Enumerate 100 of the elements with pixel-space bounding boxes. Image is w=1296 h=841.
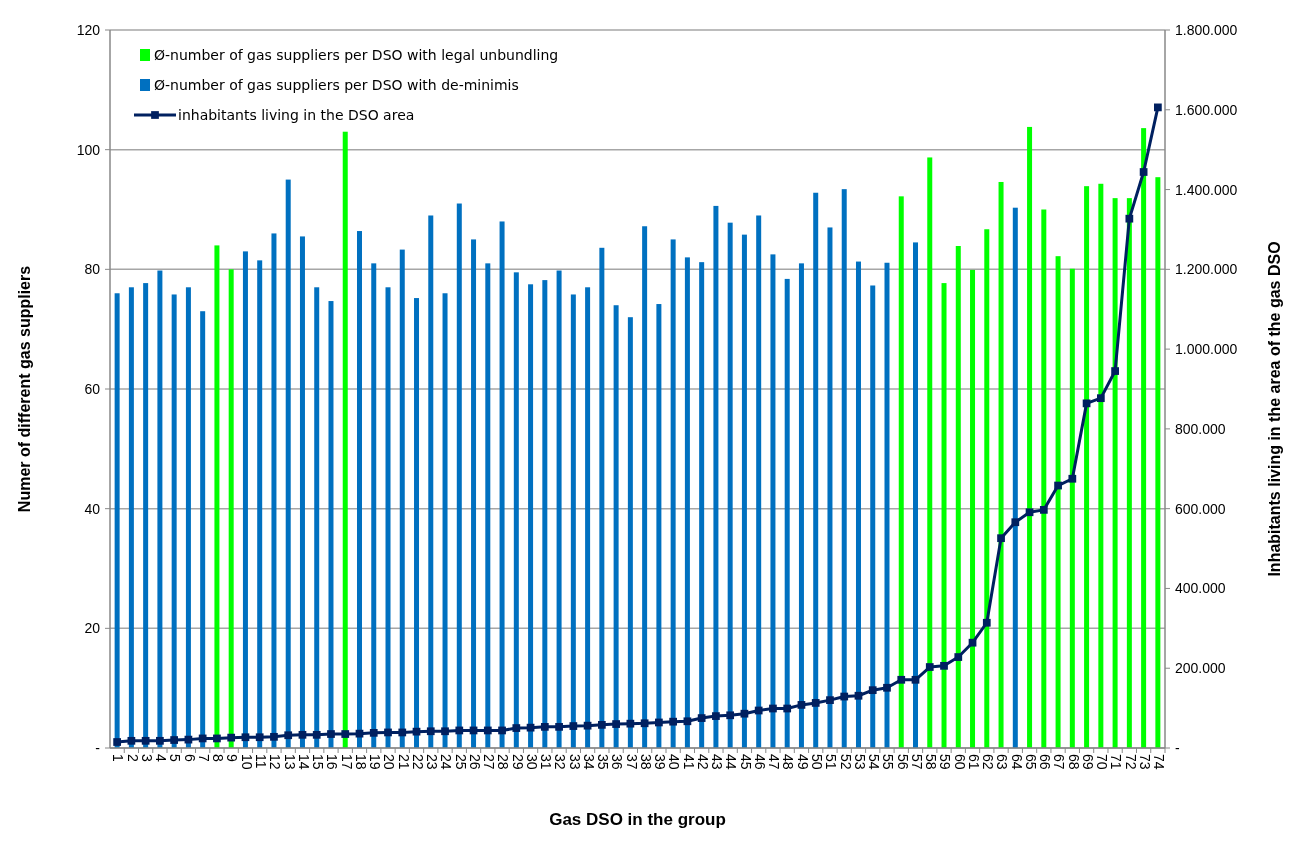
bar [870,285,876,748]
x-tick-label: 28 [495,754,512,770]
x-tick-label: 23 [424,754,441,770]
bar [414,298,420,748]
bar [1112,198,1118,748]
bar [1027,126,1033,748]
bar [642,226,648,748]
x-tick-label: 48 [780,754,797,770]
x-tick-label: 54 [866,754,883,770]
bar [913,242,919,748]
x-tick-label: 46 [751,754,768,770]
bar [941,283,947,748]
x-tick-label: 4 [153,754,170,762]
bar [827,227,833,748]
x-tick-label: 37 [623,754,640,770]
x-tick-label: 33 [566,754,583,770]
y2-tick-label: - [1175,740,1180,756]
bar [699,262,705,748]
x-tick-label: 67 [1051,754,1068,770]
y-tick-label: 80 [84,261,101,278]
x-tick-label: 14 [295,754,312,770]
bar [670,239,676,748]
bar [556,270,562,748]
bar [599,247,605,748]
bar [1155,177,1161,748]
x-tick-label: 57 [908,754,925,770]
y2-tick-label: 400.000 [1175,580,1226,597]
bar [399,249,405,748]
x-tick-label: 29 [509,754,526,770]
y2-tick-label: 1.800.000 [1175,22,1238,38]
y2-tick-label: 1.200.000 [1175,261,1238,278]
bar [1012,207,1018,748]
x-tick-label: 71 [1108,754,1125,770]
bar [984,229,990,748]
x-tick-label: 11 [252,754,269,769]
bar [456,203,462,748]
x-tick-label: 56 [894,754,911,770]
bar [713,205,719,748]
bar [185,287,191,748]
x-tick-label: 69 [1079,754,1096,770]
bar [784,278,790,748]
x-tick-label: 24 [438,754,455,770]
bar [1126,198,1132,748]
y-tick-label: 120 [76,22,101,38]
x-tick-label: 59 [937,754,954,770]
bar [770,254,776,748]
legend-label: inhabitants living in the DSO area [178,107,415,123]
bar [128,287,134,748]
x-tick-label: 36 [609,754,626,770]
bar [1041,209,1047,748]
x-tick-label: 6 [181,754,198,762]
bar [656,304,662,748]
bar [143,283,149,748]
x-tick-label: 44 [723,754,740,770]
bar [200,311,206,748]
x-tick-label: 47 [766,754,783,770]
x-tick-label: 25 [452,754,469,770]
bar [855,261,861,748]
y2-tick-label: 200.000 [1175,660,1226,677]
x-tick-label: 38 [637,754,654,770]
bar [927,157,933,748]
bar [228,269,234,748]
bar [841,189,847,748]
bar [442,293,448,748]
x-tick-label: 3 [138,754,155,762]
x-tick-label: 70 [1094,754,1111,770]
bar [727,222,733,748]
y2-axis-title: Inhabitants living in the area of the gas DSO [1266,241,1283,577]
x-tick-label: 30 [523,754,540,770]
x-tick-label: 5 [167,754,184,762]
x-tick-label: 74 [1151,754,1168,770]
bar [485,263,491,748]
x-tick-label: 8 [210,754,227,762]
x-tick-label: 17 [338,754,355,770]
x-tick-label: 26 [466,754,483,770]
x-tick-label: 7 [195,754,212,762]
bar [756,215,762,748]
bar [214,245,220,748]
bar [371,263,377,748]
y-tick-label: 60 [84,381,101,397]
bar [741,234,747,748]
x-tick-label: 12 [267,754,284,770]
y-axis-title: Numer of different gas suppliers [16,265,33,513]
x-axis-title: Gas DSO in the group [549,810,726,829]
bar [1069,268,1075,748]
bar [528,284,534,748]
bar [1098,183,1104,748]
x-tick-label: 21 [395,754,412,770]
x-tick-label: 50 [809,754,826,770]
bar [471,239,477,748]
legend-label: Ø-number of gas suppliers per DSO with de-minimis [154,77,519,93]
bar [428,215,434,748]
y2-tick-label: 800.000 [1175,420,1226,437]
x-tick-label: 49 [794,754,811,770]
bar [998,181,1004,748]
x-tick-label: 65 [1022,754,1039,770]
bar [1055,256,1061,748]
x-tick-label: 60 [951,754,968,770]
x-tick-label: 66 [1037,754,1054,770]
x-tick-label: 51 [823,754,840,770]
